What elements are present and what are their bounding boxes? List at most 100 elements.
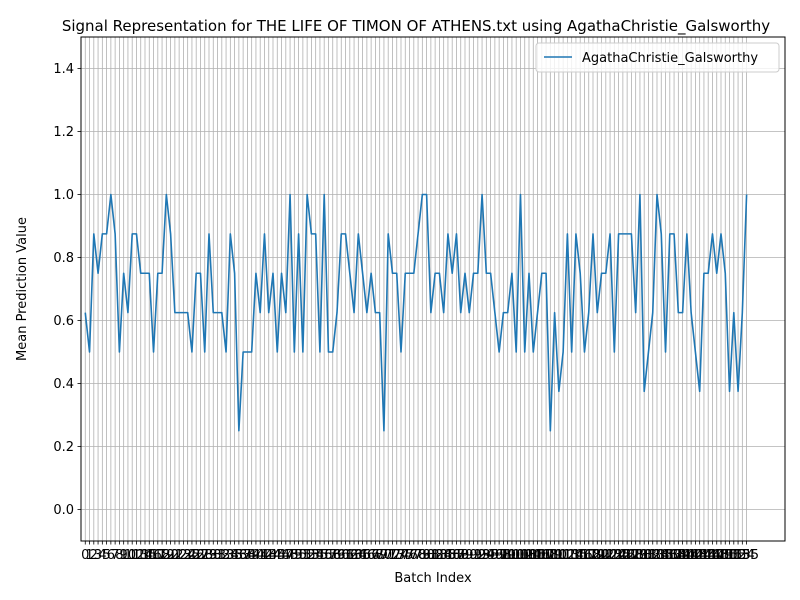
series-line bbox=[84, 193, 748, 432]
x-tick-label: 46 bbox=[273, 548, 290, 563]
x-tick-label: 55 bbox=[312, 548, 329, 563]
plot-frame bbox=[80, 36, 786, 542]
x-tick-label: 1 bbox=[85, 548, 93, 563]
x-tick-label: 68 bbox=[367, 548, 384, 563]
x-tick-label: 0 bbox=[81, 548, 89, 563]
x-tick-label: 63 bbox=[346, 548, 363, 563]
x-tick-label: 38 bbox=[239, 548, 256, 563]
x-tick-label: 10 bbox=[120, 548, 137, 563]
x-tick-label: 126 bbox=[610, 548, 635, 563]
x-tick-label: 114 bbox=[559, 548, 584, 563]
x-tick-label: 70 bbox=[376, 548, 393, 563]
x-tick-label: 16 bbox=[145, 548, 162, 563]
x-tick-label: 151 bbox=[717, 548, 742, 563]
x-tick-label: 59 bbox=[329, 548, 346, 563]
x-tick-label: 27 bbox=[192, 548, 209, 563]
x-tick-label: 119 bbox=[581, 548, 606, 563]
x-tick-label: 34 bbox=[222, 548, 239, 563]
x-tick-label: 58 bbox=[324, 548, 341, 563]
x-tick-label: 17 bbox=[150, 548, 167, 563]
x-tick-label: 79 bbox=[414, 548, 431, 563]
x-tick-label: 65 bbox=[354, 548, 371, 563]
x-tick-label: 84 bbox=[435, 548, 452, 563]
x-tick-label: 36 bbox=[231, 548, 248, 563]
x-tick-label: 88 bbox=[452, 548, 469, 563]
legend: AgathaChristie_Galsworthy bbox=[535, 42, 780, 73]
x-tick-label: 138 bbox=[662, 548, 687, 563]
x-tick-label: 82 bbox=[427, 548, 444, 563]
x-tick-label: 137 bbox=[657, 548, 682, 563]
x-tick-label: 51 bbox=[295, 548, 312, 563]
x-tick-label: 15 bbox=[141, 548, 158, 563]
x-tick-label: 28 bbox=[196, 548, 213, 563]
x-tick-label: 124 bbox=[602, 548, 627, 563]
x-tick-label: 72 bbox=[384, 548, 401, 563]
x-tick-label: 122 bbox=[593, 548, 618, 563]
x-tick-label: 66 bbox=[359, 548, 376, 563]
x-tick-label: 9 bbox=[120, 548, 128, 563]
series-layer bbox=[84, 193, 748, 432]
x-tick-label: 80 bbox=[418, 548, 435, 563]
x-tick-label: 76 bbox=[401, 548, 418, 563]
x-tick-label: 83 bbox=[431, 548, 448, 563]
x-tick-label: 130 bbox=[628, 548, 653, 563]
x-tick-label: 147 bbox=[700, 548, 725, 563]
x-tick-label: 25 bbox=[184, 548, 201, 563]
x-tick-label: 136 bbox=[653, 548, 678, 563]
y-tick-label: 1.4 bbox=[53, 62, 74, 77]
x-tick-label: 64 bbox=[350, 548, 367, 563]
x-tick-label: 152 bbox=[721, 548, 746, 563]
x-tick-label: 56 bbox=[316, 548, 333, 563]
x-tick-label: 154 bbox=[730, 548, 755, 563]
x-tick-label: 91 bbox=[465, 548, 482, 563]
x-tick-label: 102 bbox=[508, 548, 533, 563]
x-tick-label: 104 bbox=[517, 548, 542, 563]
y-tick-label: 1.0 bbox=[53, 188, 74, 203]
x-tick-label: 35 bbox=[226, 548, 243, 563]
x-tick-label: 86 bbox=[444, 548, 461, 563]
y-tick-label: 0.6 bbox=[53, 314, 74, 329]
x-tick-label: 132 bbox=[636, 548, 661, 563]
x-tick-label: 22 bbox=[171, 548, 188, 563]
x-tick-label: 26 bbox=[188, 548, 205, 563]
y-axis-ticks: 0.0 0.2 0.4 0.6 0.8 1.0 1.2 1.4 bbox=[53, 62, 81, 518]
x-tick-label: 120 bbox=[585, 548, 610, 563]
x-tick-label: 54 bbox=[307, 548, 324, 563]
x-tick-label: 31 bbox=[209, 548, 226, 563]
x-tick-label: 108 bbox=[534, 548, 559, 563]
y-tick-label: 0.0 bbox=[53, 503, 74, 518]
x-tick-label: 135 bbox=[649, 548, 674, 563]
x-tick-label: 48 bbox=[282, 548, 299, 563]
x-tick-label: 153 bbox=[726, 548, 751, 563]
x-tick-label: 13 bbox=[132, 548, 149, 563]
chart-title: Signal Representation for THE LIFE OF TI… bbox=[62, 17, 770, 36]
x-tick-label: 121 bbox=[589, 548, 614, 563]
x-tick-label: 144 bbox=[687, 548, 712, 563]
x-tick-label: 3 bbox=[94, 548, 102, 563]
x-tick-label: 140 bbox=[670, 548, 695, 563]
x-tick-label: 40 bbox=[248, 548, 265, 563]
x-tick-label: 96 bbox=[487, 548, 504, 563]
x-tick-label: 60 bbox=[333, 548, 350, 563]
x-tick-label: 87 bbox=[448, 548, 465, 563]
x-tick-label: 37 bbox=[235, 548, 252, 563]
x-tick-label: 117 bbox=[572, 548, 597, 563]
y-tick-label: 0.2 bbox=[53, 440, 74, 455]
x-tick-label: 145 bbox=[692, 548, 717, 563]
x-tick-label: 32 bbox=[214, 548, 231, 563]
y-axis-label: Mean Prediction Value bbox=[15, 217, 30, 361]
x-tick-label: 85 bbox=[440, 548, 457, 563]
x-tick-label: 75 bbox=[397, 548, 414, 563]
x-tick-label: 49 bbox=[286, 548, 303, 563]
x-tick-label: 90 bbox=[461, 548, 478, 563]
x-tick-label: 78 bbox=[410, 548, 427, 563]
x-tick-label: 95 bbox=[482, 548, 499, 563]
x-tick-label: 99 bbox=[499, 548, 516, 563]
x-tick-label: 2 bbox=[90, 548, 98, 563]
x-tick-label: 139 bbox=[666, 548, 691, 563]
x-tick-label: 18 bbox=[154, 548, 171, 563]
x-tick-label: 89 bbox=[457, 548, 474, 563]
x-tick-label: 111 bbox=[546, 548, 571, 563]
